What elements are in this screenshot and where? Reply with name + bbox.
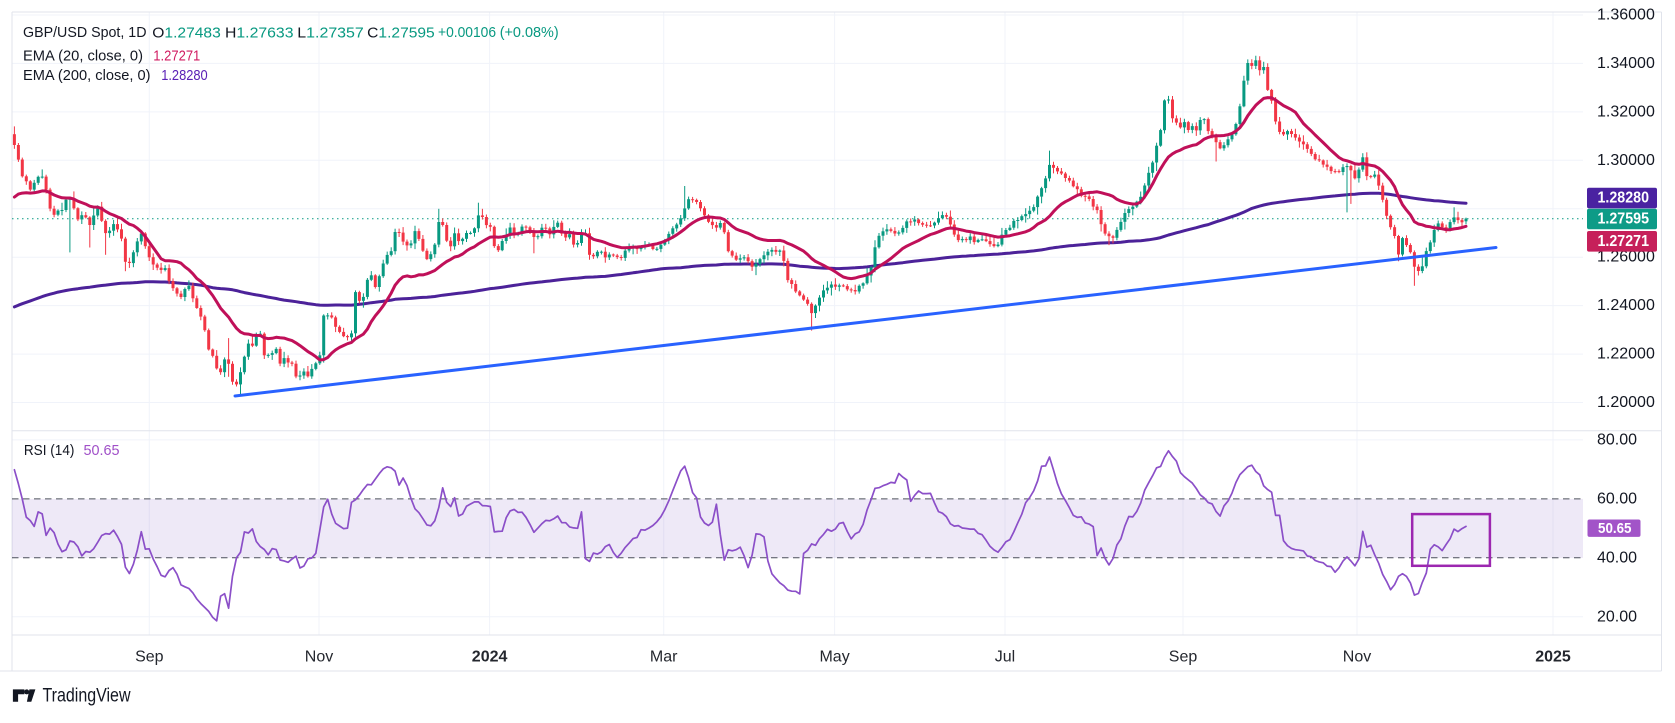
svg-text:1.34000: 1.34000 [1597, 55, 1655, 72]
svg-text:40.00: 40.00 [1597, 549, 1637, 566]
svg-text:50.65: 50.65 [84, 442, 120, 459]
svg-text:1.26000: 1.26000 [1597, 249, 1655, 266]
svg-text:1.28280: 1.28280 [1598, 190, 1650, 207]
svg-text:Sep: Sep [1169, 649, 1198, 666]
svg-text:RSI (14): RSI (14) [24, 442, 75, 459]
svg-text:1.24000: 1.24000 [1597, 297, 1655, 314]
svg-text:1.22000: 1.22000 [1597, 346, 1655, 363]
svg-text:L1.27357: L1.27357 [297, 24, 364, 41]
svg-text:1.27595: 1.27595 [1598, 211, 1650, 228]
svg-text:Mar: Mar [650, 649, 678, 666]
svg-text:Sep: Sep [135, 649, 164, 666]
svg-text:1.28280: 1.28280 [161, 67, 208, 84]
svg-text:60.00: 60.00 [1597, 490, 1637, 507]
svg-text:Nov: Nov [305, 649, 333, 666]
svg-text:Jul: Jul [995, 649, 1015, 666]
svg-text:1.30000: 1.30000 [1597, 152, 1655, 169]
svg-text:1.27271: 1.27271 [153, 48, 200, 65]
svg-text:2025: 2025 [1535, 649, 1571, 666]
svg-text:H1.27633: H1.27633 [225, 24, 294, 41]
svg-text:20.00: 20.00 [1597, 608, 1637, 625]
svg-text:+0.00106: +0.00106 [438, 24, 496, 41]
svg-text:May: May [819, 649, 849, 666]
svg-text:1.27271: 1.27271 [1598, 233, 1650, 250]
svg-text:1.36000: 1.36000 [1597, 7, 1655, 24]
svg-text:TradingView: TradingView [43, 685, 131, 706]
svg-text:1.20000: 1.20000 [1597, 394, 1655, 411]
svg-text:EMA (20, close, 0): EMA (20, close, 0) [23, 48, 143, 65]
svg-text:C1.27595: C1.27595 [367, 24, 435, 41]
svg-text:Nov: Nov [1343, 649, 1371, 666]
svg-text:GBP/USD Spot, 1D: GBP/USD Spot, 1D [23, 24, 147, 41]
svg-text:80.00: 80.00 [1597, 431, 1637, 448]
svg-text:1.32000: 1.32000 [1597, 103, 1655, 120]
svg-text:50.65: 50.65 [1598, 520, 1632, 537]
svg-text:O1.27483: O1.27483 [152, 24, 221, 41]
svg-text:EMA (200, close, 0): EMA (200, close, 0) [23, 67, 151, 84]
svg-text:2024: 2024 [472, 649, 508, 666]
svg-text:(+0.08%): (+0.08%) [500, 24, 559, 41]
